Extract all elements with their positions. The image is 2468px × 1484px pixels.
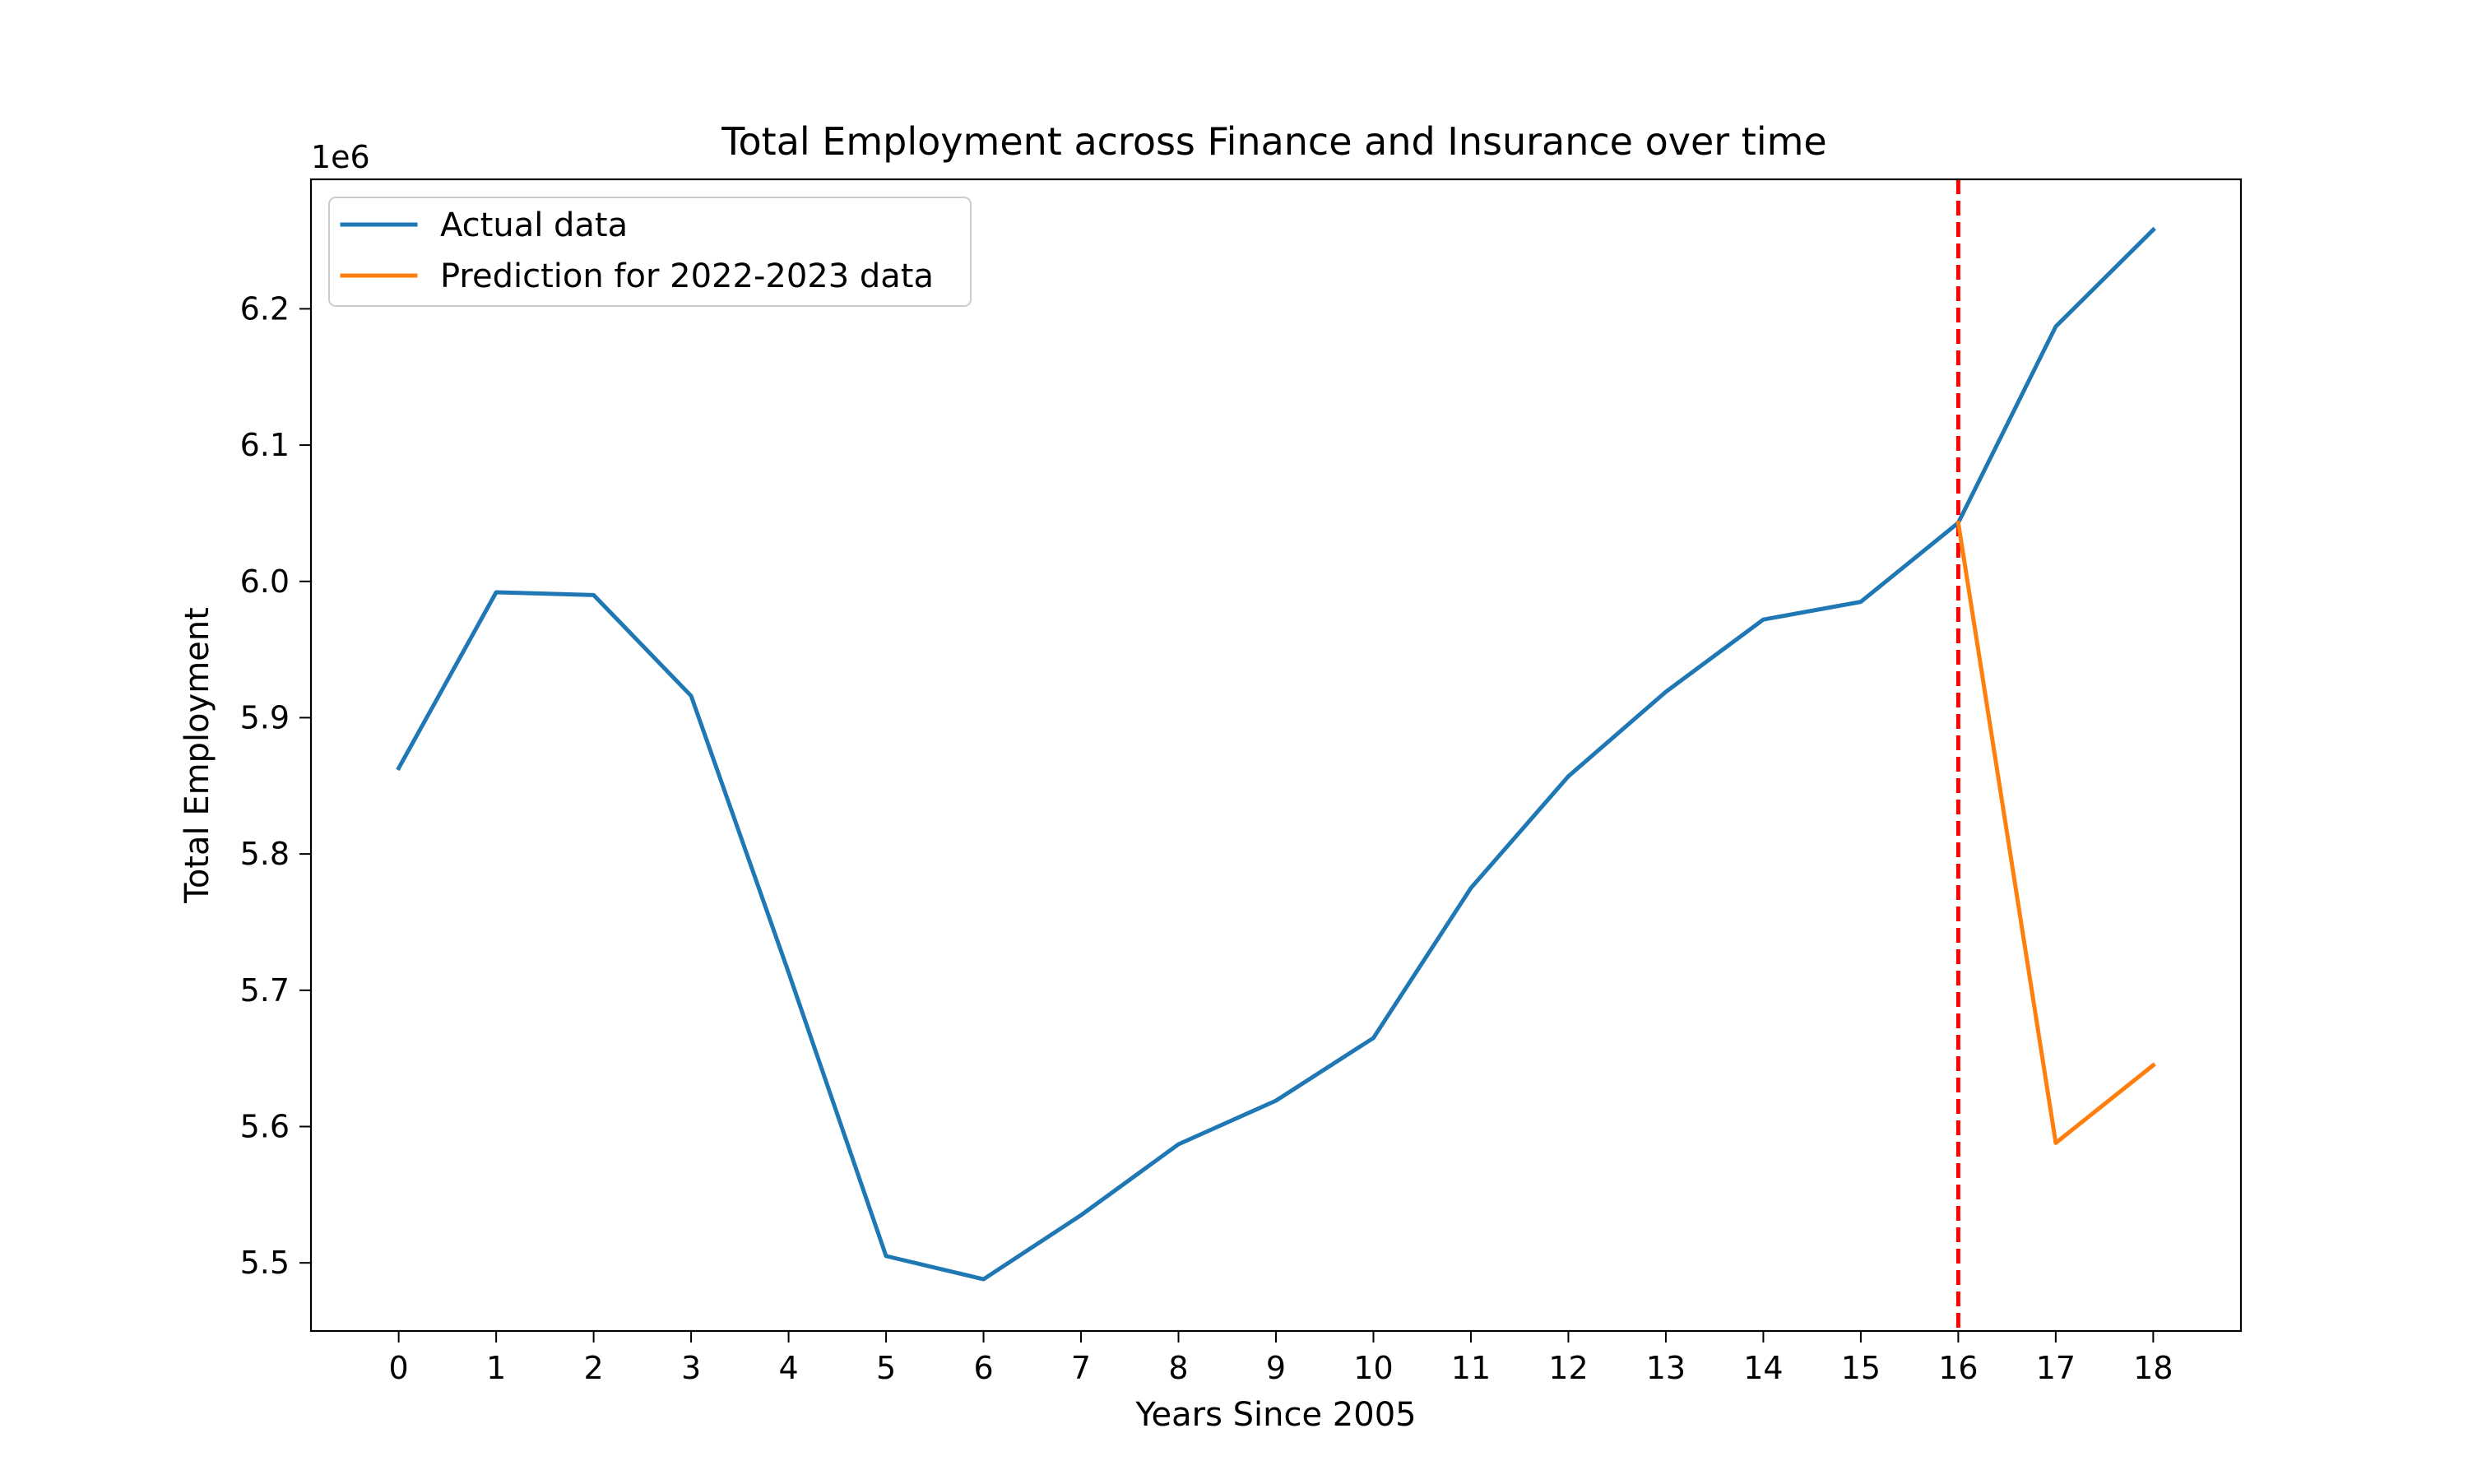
y-tick-label: 6.0 <box>240 563 290 600</box>
x-tick-label: 5 <box>876 1350 896 1386</box>
legend-label-prediction: Prediction for 2022-2023 data <box>440 257 934 295</box>
x-tick-label: 17 <box>2036 1350 2076 1386</box>
y-tick-label: 6.1 <box>240 427 290 463</box>
x-tick-label: 12 <box>1548 1350 1588 1386</box>
x-tick-label: 4 <box>778 1350 798 1386</box>
series-line-prediction <box>1955 520 2156 1145</box>
x-tick-label: 16 <box>1938 1350 1978 1386</box>
x-axis-label: Years Since 2005 <box>1134 1396 1416 1434</box>
x-tick-label: 1 <box>486 1350 506 1386</box>
y-axis-label: Total Employment <box>179 607 216 904</box>
y-tick-label: 5.6 <box>240 1108 290 1144</box>
y-tick-label: 5.7 <box>240 972 290 1009</box>
x-tick-label: 18 <box>2133 1350 2173 1386</box>
y-tick-label: 5.5 <box>240 1245 290 1281</box>
x-tick-label: 2 <box>584 1350 604 1386</box>
y-tick-label: 6.2 <box>240 290 290 327</box>
x-tick-label: 8 <box>1168 1350 1188 1386</box>
x-tick-label: 7 <box>1071 1350 1091 1386</box>
legend: Actual data Prediction for 2022-2023 dat… <box>328 197 972 307</box>
series-layer <box>396 179 2156 1331</box>
x-tick-label: 0 <box>389 1350 409 1386</box>
legend-label-actual-data: Actual data <box>440 206 628 244</box>
x-tick-label: 10 <box>1353 1350 1393 1386</box>
x-tick-label: 14 <box>1743 1350 1783 1386</box>
x-tick-label: 6 <box>973 1350 993 1386</box>
x-tick-label: 15 <box>1841 1350 1881 1386</box>
x-axis: 0 1 2 3 4 5 6 7 8 9 10 11 12 13 14 15 16 17 18 <box>389 1331 2173 1386</box>
x-tick-label: 11 <box>1451 1350 1491 1386</box>
x-tick-label: 3 <box>681 1350 701 1386</box>
y-tick-label: 5.8 <box>240 836 290 872</box>
y-tick-label: 5.9 <box>240 699 290 735</box>
chart-title: Total Employment across Finance and Insu… <box>721 119 1826 164</box>
x-tick-label: 13 <box>1646 1350 1686 1386</box>
y-axis-offset-label: 1e6 <box>311 139 370 175</box>
y-axis: 5.5 5.6 5.7 5.8 5.9 6.0 6.1 6.2 <box>240 290 311 1281</box>
legend-box <box>328 197 972 307</box>
x-tick-label: 9 <box>1266 1350 1286 1386</box>
series-line-actual-data <box>396 226 2156 1282</box>
